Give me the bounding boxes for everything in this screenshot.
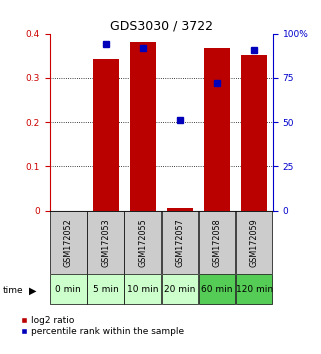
Text: 0 min: 0 min <box>56 285 81 294</box>
Text: GSM172057: GSM172057 <box>175 218 184 267</box>
Text: 120 min: 120 min <box>236 285 273 294</box>
Title: GDS3030 / 3722: GDS3030 / 3722 <box>110 19 213 33</box>
Bar <box>125 211 161 274</box>
Bar <box>236 274 273 304</box>
Bar <box>162 274 198 304</box>
Text: GSM172059: GSM172059 <box>250 218 259 267</box>
Bar <box>167 209 193 211</box>
Text: GSM172058: GSM172058 <box>213 218 221 267</box>
Text: GSM172053: GSM172053 <box>101 218 110 267</box>
Bar <box>199 211 235 274</box>
Text: 60 min: 60 min <box>201 285 233 294</box>
Bar <box>87 211 124 274</box>
Bar <box>125 274 161 304</box>
Text: time: time <box>3 286 24 296</box>
Text: 5 min: 5 min <box>93 285 118 294</box>
Bar <box>92 59 118 211</box>
Text: GSM172052: GSM172052 <box>64 218 73 267</box>
Bar <box>87 274 124 304</box>
Text: ▶: ▶ <box>29 286 36 296</box>
Bar <box>130 42 156 211</box>
Bar <box>199 274 235 304</box>
Text: 10 min: 10 min <box>127 285 159 294</box>
Text: GSM172055: GSM172055 <box>138 218 147 267</box>
Legend: log2 ratio, percentile rank within the sample: log2 ratio, percentile rank within the s… <box>21 316 185 336</box>
Bar <box>50 211 87 274</box>
Bar <box>162 211 198 274</box>
Bar <box>236 211 273 274</box>
Bar <box>241 55 267 211</box>
Bar <box>204 48 230 211</box>
Bar <box>50 274 87 304</box>
Text: 20 min: 20 min <box>164 285 195 294</box>
